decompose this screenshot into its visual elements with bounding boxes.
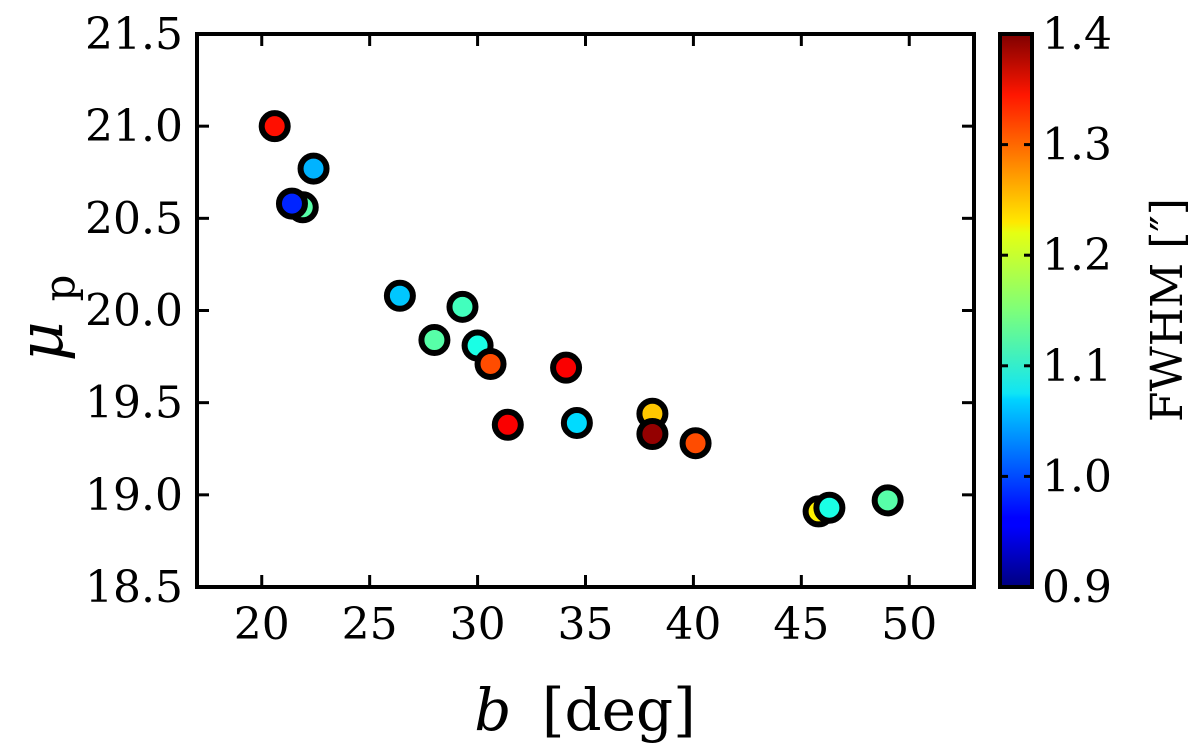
x-axis-label: b [deg] [474, 676, 695, 744]
y-tick-label: 19.0 [85, 470, 183, 521]
x-tick-label: 35 [558, 599, 614, 650]
colorbar [998, 32, 1034, 589]
scatter-point [275, 187, 308, 220]
x-axis-symbol: b [474, 676, 511, 744]
scatter-point [418, 323, 451, 356]
scatter-point [258, 110, 291, 143]
scatter-point [550, 351, 583, 384]
plot-area [195, 32, 976, 589]
colorbar-tick-label: 1.4 [1042, 9, 1112, 60]
axis-ticks: 20 25 30 35 40 45 50 18.5 19.0 19.5 20.0 20.5 21.0 21… [85, 9, 974, 650]
x-axis-unit: [deg] [542, 676, 696, 744]
y-axis-subscript: p [35, 275, 84, 302]
scatter-point [474, 347, 507, 380]
scatter-point [446, 290, 479, 323]
scatter-point [297, 152, 330, 185]
x-tick-label: 20 [234, 599, 290, 650]
scatter-point [813, 491, 846, 524]
colorbar-tick-label: 0.9 [1042, 562, 1112, 613]
y-tick-label: 21.5 [85, 9, 183, 60]
y-tick-label: 21.0 [85, 101, 183, 152]
colorbar-tick-label: 1.3 [1042, 120, 1112, 171]
y-tick-label: 19.5 [85, 378, 183, 429]
scatter-point [383, 279, 416, 312]
x-tick-label: 45 [773, 599, 829, 650]
scatter-point [636, 418, 669, 451]
colorbar-label: FWHM [″] [1142, 198, 1193, 422]
colorbar-tick-label: 1.2 [1042, 230, 1112, 281]
x-tick-label: 25 [342, 599, 398, 650]
scatter-point [491, 408, 524, 441]
colorbar-ticks: 0.9 1.0 1.1 1.2 1.3 1.4 [1000, 9, 1112, 613]
y-tick-label: 20.5 [85, 193, 183, 244]
colorbar-tick-label: 1.1 [1042, 341, 1112, 392]
y-tick-label: 18.5 [85, 562, 183, 613]
x-tick-label: 50 [881, 599, 937, 650]
x-tick-label: 30 [450, 599, 506, 650]
scatter-point [679, 427, 712, 460]
data-points [258, 110, 904, 528]
colorbar-tick-label: 1.0 [1042, 451, 1112, 502]
y-axis-symbol: μ [4, 321, 77, 361]
scatter-point [560, 406, 593, 439]
y-axis-label: μ p [4, 275, 84, 362]
x-tick-label: 40 [665, 599, 721, 650]
scatter-point [871, 484, 904, 517]
y-tick-label: 20.0 [85, 286, 183, 337]
